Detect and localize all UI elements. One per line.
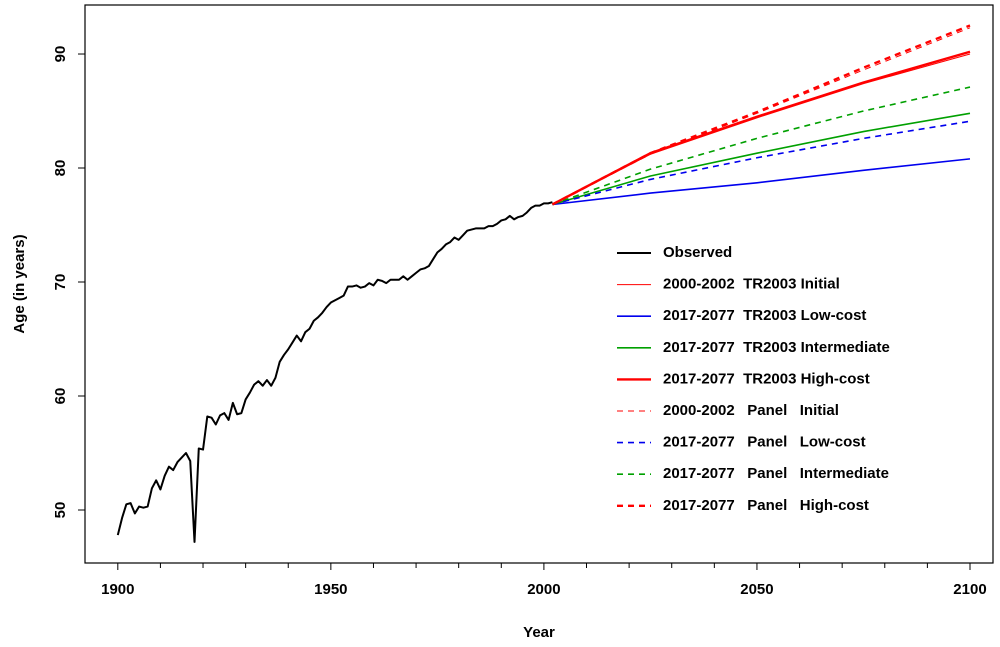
- legend-label: 2017-2077 Panel High-cost: [663, 497, 869, 514]
- series-line: [552, 86, 971, 206]
- series-line: [552, 120, 971, 206]
- series-line: [552, 112, 971, 206]
- plot-frame: [84, 4, 994, 564]
- legend-label: 2000-2002 TR2003 Initial: [663, 276, 840, 293]
- y-tick-label: 80: [52, 160, 69, 177]
- legend-label: Observed: [663, 244, 732, 261]
- legend-label: 2017-2077 TR2003 Low-cost: [663, 307, 866, 324]
- x-tick-label: 2100: [953, 581, 986, 598]
- series-line: [551, 50, 971, 206]
- x-tick-label: 1950: [314, 581, 347, 598]
- y-tick-label: 70: [52, 274, 69, 291]
- legend-label: 2017-2077 TR2003 High-cost: [663, 370, 870, 387]
- y-tick-label: 90: [52, 46, 69, 63]
- x-tick-label: 2050: [740, 581, 773, 598]
- x-tick-label: 1900: [101, 581, 134, 598]
- legend-label: 2017-2077 TR2003 Intermediate: [663, 339, 890, 356]
- series-line: [551, 24, 971, 206]
- y-tick-label: 50: [52, 502, 69, 519]
- legend-label: 2000-2002 Panel Initial: [663, 402, 839, 419]
- series-line: [116, 201, 553, 543]
- y-axis-label: Age (in years): [11, 234, 28, 333]
- series-line: [552, 158, 971, 206]
- x-axis-label: Year: [523, 624, 555, 641]
- legend-label: 2017-2077 Panel Intermediate: [663, 465, 889, 482]
- x-tick-label: 2000: [527, 581, 560, 598]
- y-tick-label: 60: [52, 388, 69, 405]
- legend-label: 2017-2077 Panel Low-cost: [663, 434, 866, 451]
